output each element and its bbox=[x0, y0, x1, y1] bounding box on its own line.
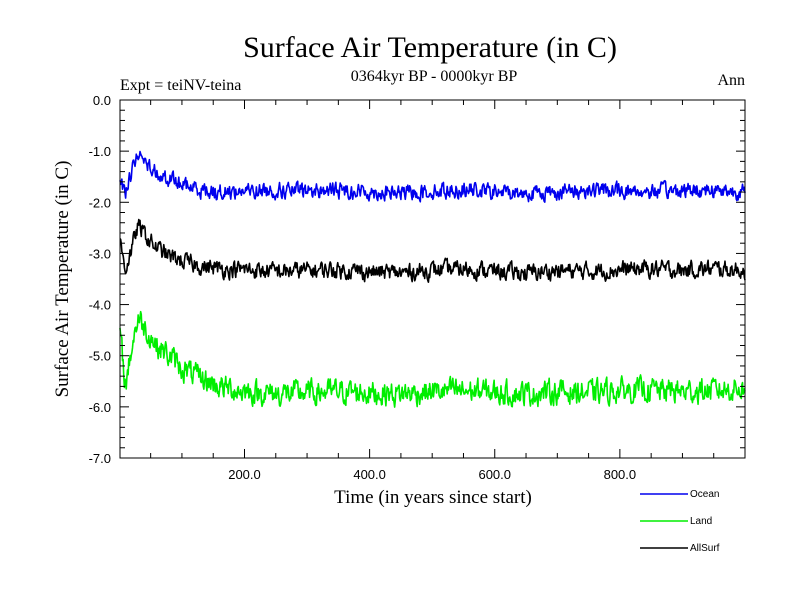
y-tick-label: -2.0 bbox=[89, 195, 111, 210]
x-axis-label: Time (in years since start) bbox=[334, 487, 532, 508]
season-label: Ann bbox=[717, 72, 745, 89]
y-tick-label: -4.0 bbox=[89, 298, 111, 313]
series-line-land bbox=[119, 310, 746, 408]
y-tick-label: -5.0 bbox=[89, 349, 111, 364]
tick-layer: 0.0 -1.0 -2.0 -3.0 -4.0 -5.0 -6.0 -7.0 200.0 400.… bbox=[89, 93, 745, 482]
y-tick-label: 0.0 bbox=[93, 93, 111, 108]
series-layer bbox=[119, 150, 746, 408]
y-tick-label: -6.0 bbox=[89, 400, 111, 415]
legend-label-ocean: Ocean bbox=[690, 489, 719, 500]
legend: Ocean Land AllSurf bbox=[640, 489, 720, 554]
y-tick-label: -3.0 bbox=[89, 246, 111, 261]
series-line-ocean bbox=[119, 150, 746, 203]
plot-frame bbox=[119, 99, 746, 459]
chart-title: Surface Air Temperature (in C) bbox=[243, 31, 617, 64]
y-tick-label: -1.0 bbox=[89, 144, 111, 159]
y-tick-label: -7.0 bbox=[89, 451, 111, 466]
x-tick-label: 800.0 bbox=[604, 467, 637, 482]
experiment-label: Expt = teiNV-teina bbox=[120, 77, 241, 94]
legend-label-land: Land bbox=[690, 516, 712, 527]
series-line-allsurf bbox=[119, 218, 746, 283]
y-axis-label: Surface Air Temperature (in C) bbox=[52, 161, 73, 398]
legend-label-allsurf: AllSurf bbox=[690, 543, 720, 554]
x-tick-label: 600.0 bbox=[478, 467, 511, 482]
x-tick-label: 400.0 bbox=[353, 467, 386, 482]
chart-subtitle: 0364kyr BP - 0000kyr BP bbox=[351, 68, 518, 85]
x-tick-label: 200.0 bbox=[228, 467, 261, 482]
